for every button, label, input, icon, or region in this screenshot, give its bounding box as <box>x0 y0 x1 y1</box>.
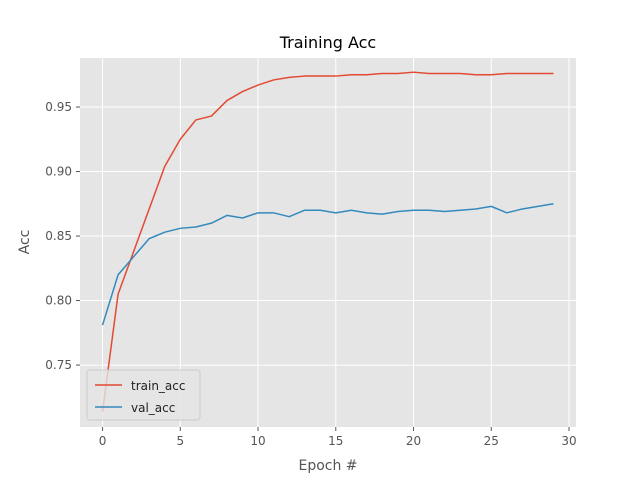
series-lines <box>101 71 554 412</box>
x-tick-label: 15 <box>328 434 343 448</box>
grid-lines <box>80 58 576 427</box>
x-axis-label: Epoch # <box>298 458 357 474</box>
y-axis-label: Acc <box>17 230 33 255</box>
x-tick-label: 25 <box>484 434 499 448</box>
x-tick-label: 20 <box>406 434 421 448</box>
series-line-val-acc <box>101 203 554 326</box>
legend-label-val-acc: val_acc <box>131 401 175 415</box>
x-tick-label: 0 <box>99 434 107 448</box>
y-tick-label: 0.85 <box>45 229 72 243</box>
axis-ticks: 0 5 10 15 20 25 30 0.75 0.80 0.85 0.90 0.95 <box>45 100 576 448</box>
legend-label-train-acc: train_acc <box>131 379 185 393</box>
y-tick-label: 0.90 <box>45 165 72 179</box>
y-tick-label: 0.80 <box>45 294 72 308</box>
series-line-train-acc <box>101 71 554 412</box>
x-tick-label: 10 <box>250 434 265 448</box>
x-tick-label: 30 <box>561 434 576 448</box>
chart-title: Training Acc <box>279 33 376 52</box>
y-tick-label: 0.75 <box>45 358 72 372</box>
y-tick-label: 0.95 <box>45 100 72 114</box>
x-tick-label: 5 <box>176 434 184 448</box>
legend: train_acc val_acc <box>86 369 201 421</box>
